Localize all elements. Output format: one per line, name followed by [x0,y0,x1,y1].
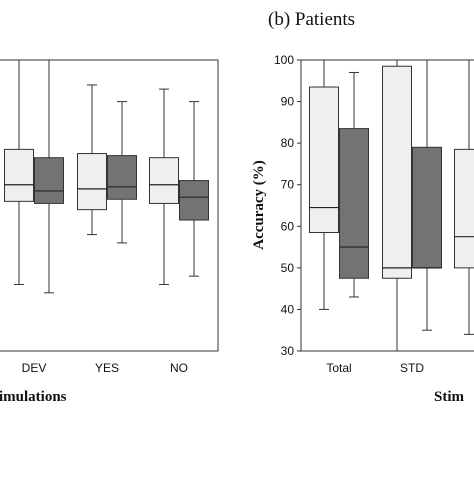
panel-b-xlabel: Stim [434,389,465,405]
y-tick-label: 60 [281,219,295,233]
box-iqr [413,147,442,268]
x-tick-label: STD [400,361,424,375]
y-tick-label: 90 [281,95,295,109]
x-tick-label: DEV [22,361,47,375]
box-iqr [180,181,209,220]
box-iqr [35,158,64,204]
box-iqr [108,156,137,200]
x-tick-label: YES [95,361,119,375]
box-iqr [455,149,474,267]
panel-a-xlabel: timulations [0,389,67,405]
y-tick-label: 30 [281,344,295,358]
box-iqr [78,154,107,210]
y-tick-label: 80 [281,136,295,150]
box-iqr [383,66,412,278]
box-iqr [310,87,339,233]
y-tick-label: 40 [281,302,295,316]
panel-b-title: (b) Patients [268,9,355,30]
x-tick-label: Total [326,361,351,375]
x-tick-label: NO [170,361,188,375]
panel-b-ylabel: Accuracy (%) [251,160,267,250]
y-tick-label: 70 [281,178,295,192]
y-tick-label: 50 [281,261,295,275]
box-iqr [340,129,369,279]
box-iqr [5,149,34,201]
y-tick-label: 100 [274,53,294,67]
box-iqr [150,158,179,204]
